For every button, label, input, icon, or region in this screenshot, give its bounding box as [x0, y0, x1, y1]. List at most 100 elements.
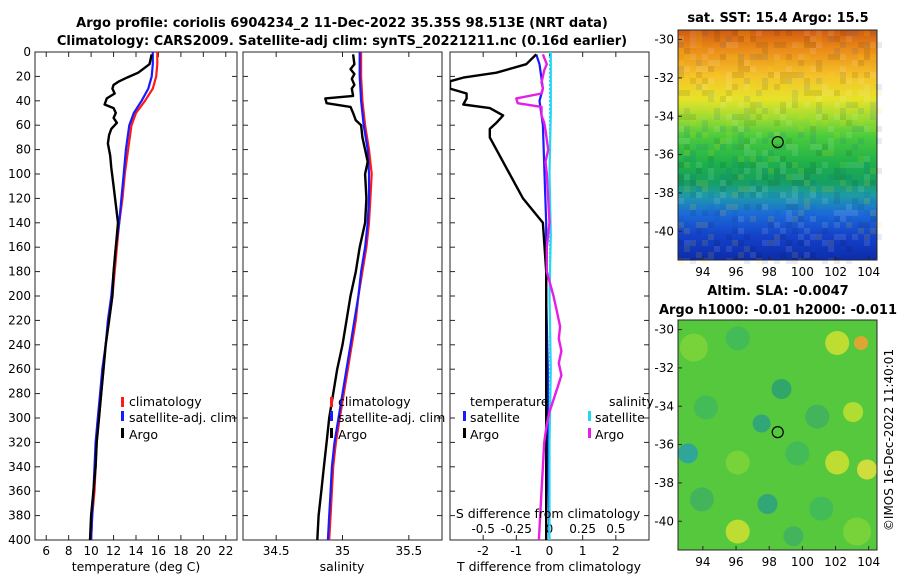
sst-pixel: [762, 162, 768, 168]
legend-satellite: satellite-adj. clim: [129, 410, 236, 425]
sst-pixel: [858, 120, 864, 126]
sst-pixel: [678, 222, 684, 228]
sst-pixel: [864, 198, 870, 204]
sst-pixel: [720, 162, 726, 168]
sst-pixel: [678, 90, 684, 96]
sst-pixel: [732, 54, 738, 60]
sst-map-xtick-label: 104: [857, 265, 880, 279]
sst-pixel: [744, 144, 750, 150]
sst-pixel: [738, 174, 744, 180]
sst-pixel: [744, 30, 750, 36]
sst-pixel: [738, 138, 744, 144]
sst-pixel: [684, 126, 690, 132]
sst-pixel: [744, 186, 750, 192]
sst-pixel: [696, 72, 702, 78]
sst-pixel: [678, 240, 684, 246]
difference-series-salinity-satellite: [548, 52, 552, 540]
salinity-panel: 34.5 35 35.5 salinity climatology satellit…: [242, 51, 445, 574]
sst-pixel: [750, 156, 756, 162]
sst-pixel: [720, 42, 726, 48]
sla-map-xtick-label: 98: [762, 555, 777, 569]
sst-pixel: [780, 84, 786, 90]
sst-pixel: [846, 210, 852, 216]
legend-argo-swatch: [330, 428, 333, 438]
sst-pixel: [756, 102, 762, 108]
sst-pixel: [786, 210, 792, 216]
sst-pixel: [804, 90, 810, 96]
sst-pixel: [732, 174, 738, 180]
sst-pixel: [774, 210, 780, 216]
sst-pixel: [864, 240, 870, 246]
sst-pixel: [732, 114, 738, 120]
sst-pixel: [840, 240, 846, 246]
sst-pixel: [678, 36, 684, 42]
sst-pixel: [810, 252, 816, 258]
sst-pixel: [870, 228, 876, 234]
sst-pixel: [846, 258, 852, 264]
sla-map-texture: [677, 326, 878, 547]
sst-pixel: [870, 210, 876, 216]
sla-map-xtick-label: 100: [791, 555, 814, 569]
sst-pixel: [840, 138, 846, 144]
sst-pixel: [810, 180, 816, 186]
sst-pixel: [792, 198, 798, 204]
sst-pixel: [786, 222, 792, 228]
depth-tick-label: 180: [8, 265, 31, 279]
sst-pixel: [702, 228, 708, 234]
sst-pixel: [846, 132, 852, 138]
depth-tick-label: 300: [8, 411, 31, 425]
sst-pixel: [690, 42, 696, 48]
sst-pixel: [840, 72, 846, 78]
sst-pixel: [780, 156, 786, 162]
sst-pixel: [780, 162, 786, 168]
sst-pixel: [714, 198, 720, 204]
sst-pixel: [732, 144, 738, 150]
sst-pixel: [732, 156, 738, 162]
sst-pixel: [798, 174, 804, 180]
sst-pixel: [738, 66, 744, 72]
sst-pixel: [750, 192, 756, 198]
sst-pixel: [690, 114, 696, 120]
sst-pixel: [816, 66, 822, 72]
sst-pixel: [720, 144, 726, 150]
sst-pixel: [786, 120, 792, 126]
difference-s-xlabel: S difference from climatology: [456, 506, 641, 521]
sst-pixel: [858, 204, 864, 210]
sst-pixel: [738, 192, 744, 198]
depth-tick-label: 140: [8, 216, 31, 230]
sst-pixel: [696, 186, 702, 192]
sst-pixel: [834, 132, 840, 138]
sla-map-title-2: Argo h1000: -0.01 h2000: -0.011: [659, 303, 897, 318]
temperature-xtick-label: 14: [128, 544, 143, 558]
sst-pixel: [840, 54, 846, 60]
depth-tick-label: 120: [8, 191, 31, 205]
sst-pixel: [786, 174, 792, 180]
sst-pixel: [846, 102, 852, 108]
sst-pixel: [846, 162, 852, 168]
sst-pixel: [810, 162, 816, 168]
sst-pixel: [750, 36, 756, 42]
sst-pixel: [828, 90, 834, 96]
sst-pixel: [678, 216, 684, 222]
sst-pixel: [852, 234, 858, 240]
sst-pixel: [726, 234, 732, 240]
sst-pixel: [714, 240, 720, 246]
depth-tick-label: 400: [8, 533, 31, 547]
sst-pixel: [786, 102, 792, 108]
sla-anomaly-blob: [857, 459, 878, 480]
sst-pixel: [858, 54, 864, 60]
sst-pixel: [870, 168, 876, 174]
sst-pixel: [690, 36, 696, 42]
sst-pixel: [732, 30, 738, 36]
sst-pixel: [750, 108, 756, 114]
sst-pixel: [780, 78, 786, 84]
sst-pixel: [732, 204, 738, 210]
sst-pixel: [870, 126, 876, 132]
sst-pixel: [696, 252, 702, 258]
sst-pixel: [762, 84, 768, 90]
sst-argo-location-marker: [771, 136, 784, 149]
sst-pixel: [840, 30, 846, 36]
sst-pixel: [864, 54, 870, 60]
sst-pixel: [750, 78, 756, 84]
sst-pixel: [708, 150, 714, 156]
